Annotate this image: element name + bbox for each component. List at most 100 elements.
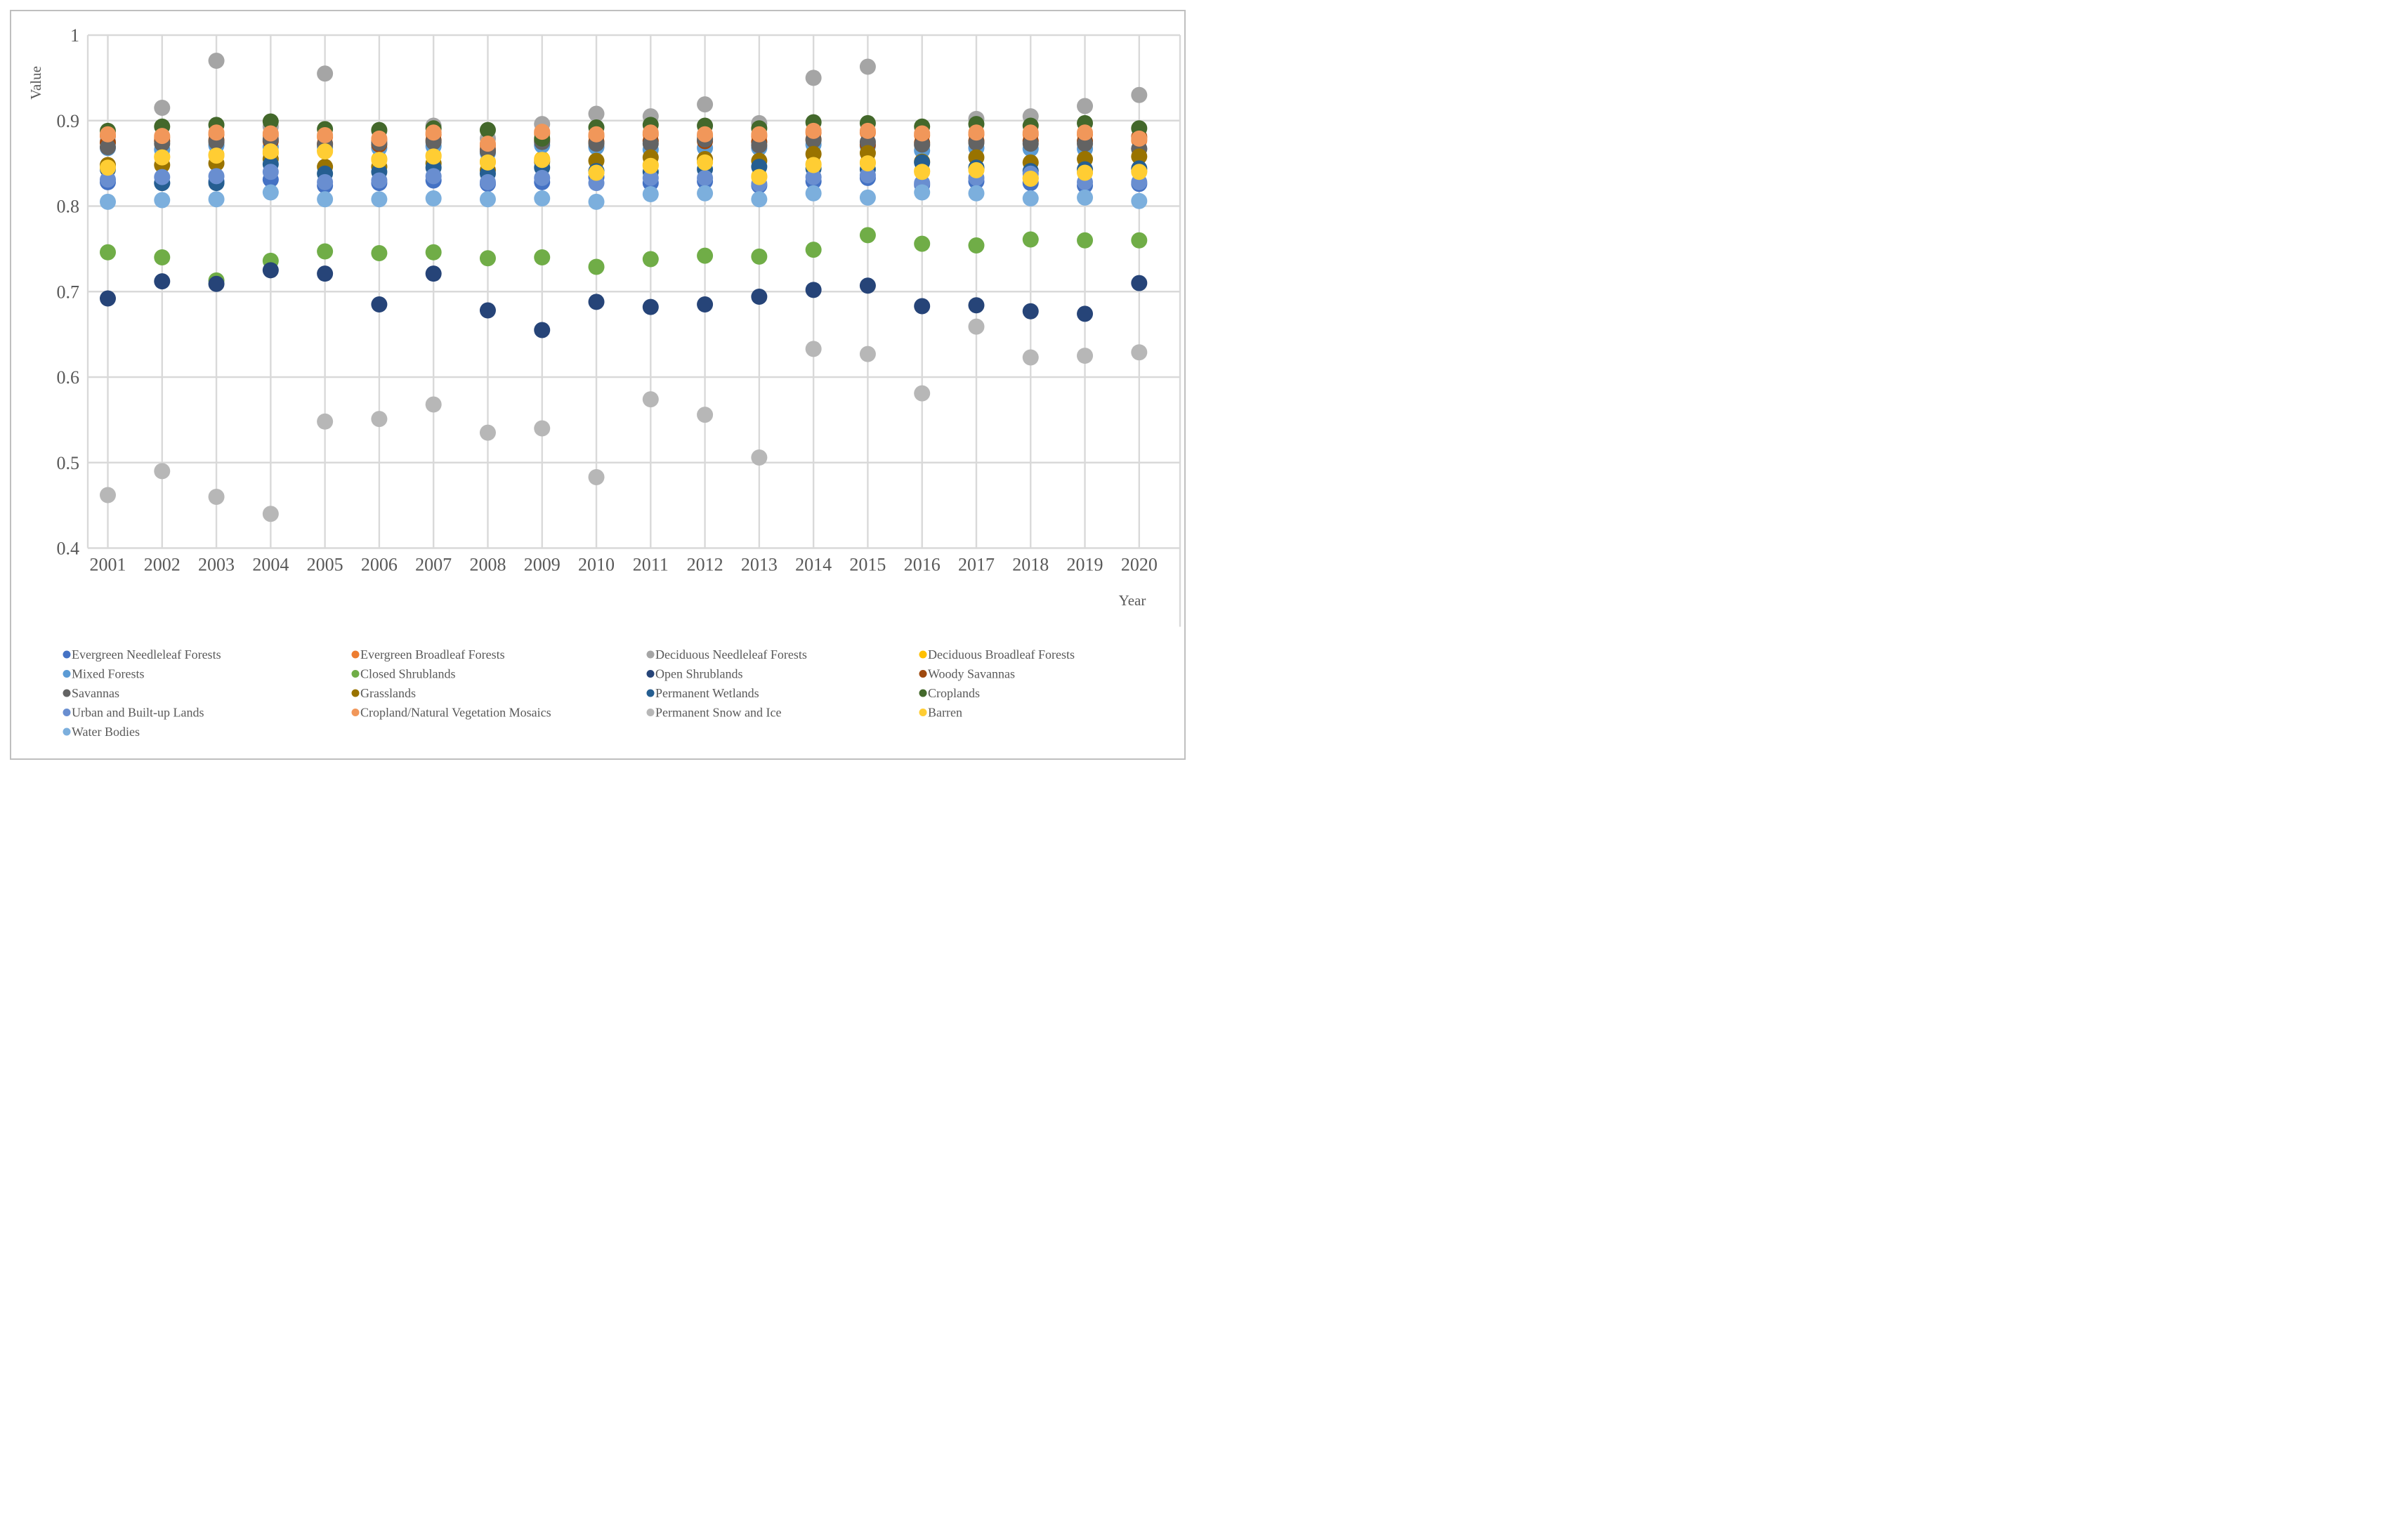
dot-closed-shrublands-2018 (1022, 231, 1039, 248)
x-tick-label: 2005 (307, 555, 343, 575)
dot-cropland-natural-vegetation-mosaics-2003 (208, 124, 225, 141)
dot-layer (100, 53, 1148, 522)
dot-barren-2009 (534, 152, 551, 169)
legend-marker-woody-savannas (919, 670, 927, 678)
dot-deciduous-needleleaf-forests-2020 (1131, 86, 1148, 103)
dot-savannas-2011 (642, 136, 659, 152)
dot-water-bodies-2014 (805, 185, 822, 202)
dot-water-bodies-2002 (154, 192, 171, 209)
dot-water-bodies-2007 (425, 190, 442, 207)
dot-cropland-natural-vegetation-mosaics-2008 (479, 136, 496, 152)
dot-croplands-2004 (262, 113, 279, 130)
dot-barren-2017 (968, 162, 985, 178)
dot-urban-and-built-up-lands-2008 (479, 173, 496, 190)
dot-deciduous-needleleaf-forests-2019 (1077, 98, 1094, 114)
legend-marker-open-shrublands (646, 670, 655, 678)
legend-label-water-bodies: Water Bodies (72, 725, 140, 739)
x-tick-label: 2012 (687, 555, 723, 575)
dot-permanent-snow-and-ice-2001 (100, 487, 116, 504)
dot-closed-shrublands-2019 (1077, 232, 1094, 249)
legend-label-croplands: Croplands (928, 686, 980, 700)
dot-water-bodies-2004 (262, 184, 279, 201)
dot-barren-2006 (371, 152, 388, 169)
legend-label-permanent-wetlands: Permanent Wetlands (655, 686, 759, 700)
y-tick-label: 0.6 (57, 367, 80, 388)
dot-deciduous-needleleaf-forests-2010 (588, 105, 605, 122)
legend-marker-deciduous-needleleaf-forests (646, 650, 655, 659)
dot-cropland-natural-vegetation-mosaics-2019 (1077, 124, 1094, 141)
dot-water-bodies-2010 (588, 193, 605, 210)
dot-barren-2013 (751, 169, 768, 185)
dot-savannas-2015 (859, 133, 876, 150)
dot-barren-2002 (154, 149, 171, 166)
dot-open-shrublands-2014 (805, 282, 822, 298)
dot-permanent-snow-and-ice-2011 (642, 391, 659, 408)
legend-marker-closed-shrublands (351, 670, 360, 678)
dot-closed-shrublands-2001 (100, 244, 116, 261)
dot-cropland-natural-vegetation-mosaics-2015 (859, 122, 876, 139)
x-tick-label: 2017 (958, 555, 995, 575)
legend-label-urban-and-built-up-lands: Urban and Built-up Lands (72, 706, 204, 720)
dot-closed-shrublands-2007 (425, 244, 442, 261)
dot-open-shrublands-2010 (588, 294, 605, 310)
figure-canvas: 1 0.9 0.8 0.7 0.6 0.5 0.4 2001 2002 2003 2004 2005 2… (0, 0, 1196, 770)
dot-open-shrublands-2003 (208, 275, 225, 292)
dot-cropland-natural-vegetation-mosaics-2006 (371, 130, 388, 147)
dot-open-shrublands-2012 (697, 296, 714, 313)
dot-cropland-natural-vegetation-mosaics-2005 (317, 126, 334, 143)
dot-cropland-natural-vegetation-mosaics-2014 (805, 122, 822, 139)
x-axis-title: Year (1119, 592, 1146, 609)
dot-cropland-natural-vegetation-mosaics-2017 (968, 124, 985, 141)
dot-open-shrublands-2017 (968, 297, 985, 314)
dot-open-shrublands-2013 (751, 289, 768, 305)
y-axis-title: Value (27, 66, 44, 100)
legend-marker-mixed-forests (63, 670, 71, 678)
x-tick-label: 2008 (469, 555, 506, 575)
dot-open-shrublands-2015 (859, 277, 876, 294)
legend-marker-water-bodies (63, 728, 71, 736)
dot-open-shrublands-2016 (914, 298, 931, 315)
legend-label-permanent-snow-and-ice: Permanent Snow and Ice (655, 706, 781, 720)
dot-barren-2014 (805, 157, 822, 173)
dot-closed-shrublands-2002 (154, 249, 171, 266)
legend-label-barren: Barren (928, 706, 962, 720)
dot-urban-and-built-up-lands-2011 (642, 169, 659, 186)
dot-water-bodies-2018 (1022, 190, 1039, 207)
dot-open-shrublands-2002 (154, 273, 171, 290)
dot-permanent-snow-and-ice-2010 (588, 468, 605, 485)
dot-open-shrublands-2006 (371, 296, 388, 313)
dot-permanent-snow-and-ice-2012 (697, 407, 714, 423)
dot-water-bodies-2012 (697, 185, 714, 202)
dot-open-shrublands-2005 (317, 265, 334, 282)
dot-closed-shrublands-2008 (479, 250, 496, 267)
dot-water-bodies-2011 (642, 185, 659, 202)
legend-marker-evergreen-broadleaf-forests (351, 650, 360, 659)
dot-water-bodies-2020 (1131, 192, 1148, 209)
dot-water-bodies-2016 (914, 184, 931, 201)
dot-water-bodies-2009 (534, 190, 551, 207)
dot-permanent-snow-and-ice-2004 (262, 506, 279, 522)
dot-permanent-snow-and-ice-2019 (1077, 348, 1094, 364)
dot-permanent-snow-and-ice-2003 (208, 488, 225, 505)
dot-closed-shrublands-2013 (751, 248, 768, 265)
dot-deciduous-needleleaf-forests-2005 (317, 65, 334, 82)
dot-open-shrublands-2001 (100, 290, 116, 307)
legend-label-open-shrublands: Open Shrublands (655, 667, 743, 681)
dot-grasslands-2020 (1131, 148, 1148, 165)
dot-savannas-2001 (100, 138, 116, 155)
dot-open-shrublands-2007 (425, 265, 442, 282)
dot-urban-and-built-up-lands-2009 (534, 169, 551, 186)
legend-label-evergreen-needleleaf-forests: Evergreen Needleleaf Forests (72, 647, 221, 662)
dot-water-bodies-2019 (1077, 189, 1094, 206)
dot-barren-2011 (642, 157, 659, 174)
dot-barren-2020 (1131, 164, 1148, 180)
dot-cropland-natural-vegetation-mosaics-2009 (534, 124, 551, 140)
dot-permanent-snow-and-ice-2007 (425, 396, 442, 413)
dot-water-bodies-2015 (859, 189, 876, 206)
dot-water-bodies-2003 (208, 191, 225, 208)
figure-border (10, 10, 1186, 760)
y-tick-label: 0.9 (57, 111, 80, 131)
dot-open-shrublands-2004 (262, 262, 279, 279)
grid-layer (86, 34, 1181, 627)
x-tick-label: 2003 (198, 555, 235, 575)
